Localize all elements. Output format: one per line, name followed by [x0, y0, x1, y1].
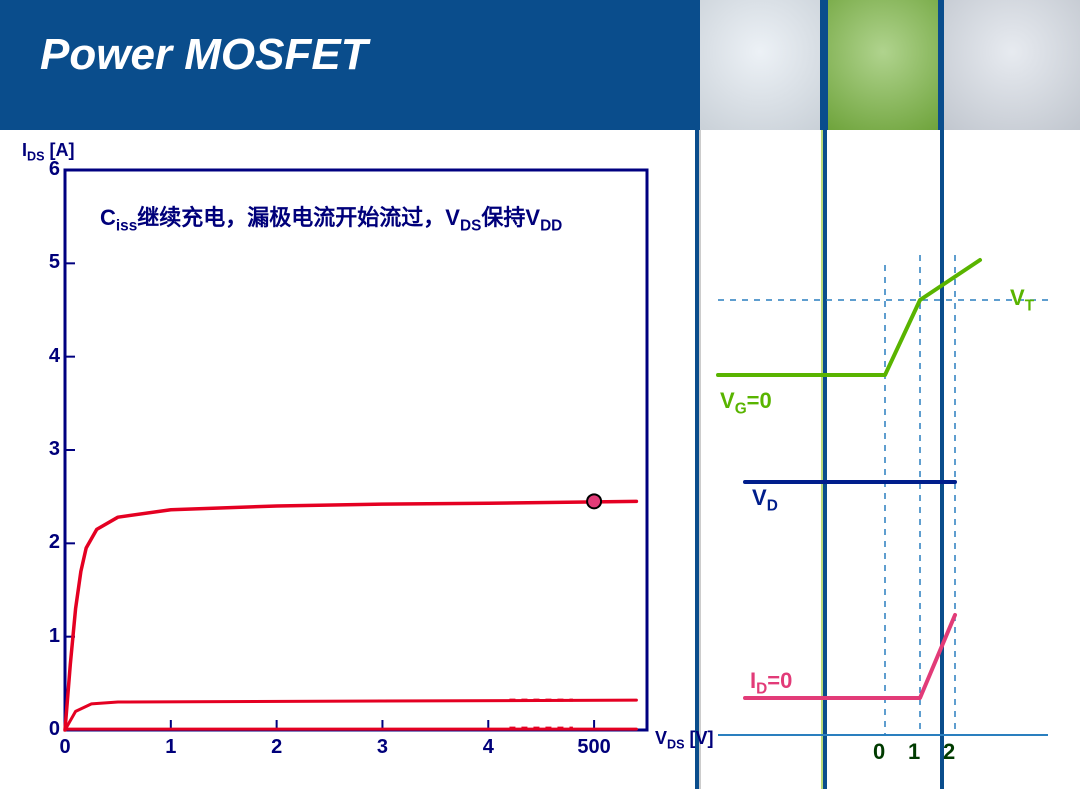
- x-axis-label: VDS [V]: [655, 728, 714, 752]
- x-tick: 2: [247, 736, 307, 759]
- y-tick: 4: [30, 345, 60, 368]
- right-x-tick: 1: [908, 739, 920, 765]
- middle-curve: [65, 700, 636, 730]
- series-label: VD: [752, 485, 778, 515]
- y-tick: 3: [30, 438, 60, 461]
- x-tick: 3: [352, 736, 412, 759]
- right-x-tick: 2: [943, 739, 955, 765]
- x-tick: 500: [564, 736, 624, 759]
- chart-caption: Ciss继续充电，漏极电流开始流过，VDS保持VDD: [100, 200, 562, 235]
- y-tick: 1: [30, 625, 60, 648]
- series-label: VT: [1010, 285, 1034, 315]
- y-tick: 5: [30, 251, 60, 274]
- series-label: VG=0: [720, 388, 772, 418]
- y-tick: 2: [30, 531, 60, 554]
- upper-curve: [65, 501, 636, 730]
- vg-line: [718, 260, 980, 375]
- right-x-tick: 0: [873, 739, 885, 765]
- x-tick: 4: [458, 736, 518, 759]
- main-chart: [0, 0, 700, 789]
- y-tick: 6: [30, 158, 60, 181]
- series-label: ID=0: [750, 668, 792, 698]
- x-tick: 1: [141, 736, 201, 759]
- x-tick: 0: [35, 736, 95, 759]
